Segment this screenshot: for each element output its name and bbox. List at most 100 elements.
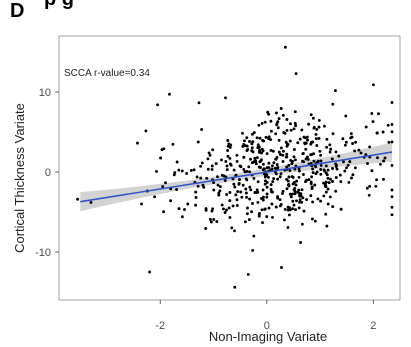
data-point [370, 169, 374, 173]
data-point [286, 205, 290, 209]
data-point [304, 147, 308, 151]
data-point [297, 206, 301, 210]
data-point [286, 226, 290, 229]
data-point [229, 163, 233, 167]
data-point [276, 177, 280, 181]
data-point [228, 191, 232, 194]
data-point [377, 112, 380, 116]
data-point [226, 139, 230, 142]
data-point [189, 168, 193, 172]
data-point [319, 153, 323, 157]
data-point [245, 149, 249, 152]
data-point [212, 181, 216, 185]
data-point [301, 196, 305, 200]
data-point [301, 173, 305, 176]
data-point [241, 144, 245, 148]
data-point [333, 89, 337, 93]
data-point [263, 179, 267, 183]
data-point [239, 190, 243, 194]
data-point [202, 185, 206, 189]
data-point [199, 164, 203, 168]
data-point [324, 212, 328, 216]
data-point [294, 72, 298, 76]
data-point [383, 156, 387, 160]
data-point [291, 159, 295, 163]
data-point [293, 158, 297, 162]
data-point [331, 132, 335, 136]
data-point [249, 188, 253, 192]
data-point [315, 127, 319, 131]
data-point [382, 159, 386, 163]
data-point [241, 183, 245, 187]
data-point [274, 157, 278, 161]
data-point [206, 157, 210, 161]
data-point [367, 193, 371, 197]
data-point [325, 224, 329, 228]
data-point [273, 166, 277, 170]
data-point [228, 216, 232, 219]
data-point [331, 167, 334, 170]
data-point [330, 157, 334, 161]
data-point [382, 177, 385, 181]
data-point [374, 184, 378, 188]
data-point [172, 173, 176, 177]
data-point [285, 165, 289, 169]
data-point [161, 185, 165, 189]
data-point [334, 189, 338, 193]
data-point [296, 141, 300, 145]
data-point [227, 206, 231, 210]
data-point [225, 168, 229, 172]
data-point [185, 172, 189, 175]
data-point [264, 135, 268, 139]
data-point [231, 204, 235, 208]
data-point [276, 120, 280, 124]
data-point [331, 180, 334, 183]
data-point [258, 136, 262, 140]
data-point [195, 175, 199, 179]
data-point [245, 212, 249, 216]
data-point [291, 207, 295, 211]
data-point [245, 195, 249, 199]
data-point [390, 140, 394, 144]
data-point [302, 209, 306, 213]
data-point [243, 170, 247, 174]
data-point [317, 136, 321, 140]
data-point [299, 241, 303, 244]
data-point [311, 167, 315, 171]
data-point [335, 167, 339, 171]
data-point [222, 174, 226, 178]
data-point [292, 203, 296, 207]
data-point [294, 124, 298, 128]
data-point [344, 114, 348, 118]
data-point [281, 149, 285, 153]
data-point [292, 181, 296, 184]
data-point [306, 138, 309, 142]
data-point [274, 111, 278, 115]
data-point [306, 157, 310, 161]
data-point [155, 169, 158, 173]
data-point [293, 110, 297, 114]
panel-heading-fragment: p g [44, 0, 74, 11]
data-point [194, 190, 198, 194]
data-point [212, 188, 216, 192]
data-point [248, 140, 251, 143]
data-point [351, 142, 355, 145]
data-point [381, 130, 385, 134]
data-point [371, 83, 375, 87]
data-point [289, 195, 293, 199]
data-point [227, 142, 231, 146]
data-point [279, 202, 283, 206]
data-point [293, 192, 297, 196]
data-point [270, 202, 274, 206]
data-point [210, 209, 214, 213]
data-point [311, 171, 315, 175]
data-point [325, 145, 329, 149]
data-point [370, 112, 374, 115]
data-point [257, 150, 261, 154]
data-point [266, 110, 270, 114]
data-point [390, 205, 394, 209]
data-point [277, 117, 281, 121]
data-point [325, 137, 329, 141]
data-point [271, 180, 275, 184]
data-point [318, 149, 322, 153]
